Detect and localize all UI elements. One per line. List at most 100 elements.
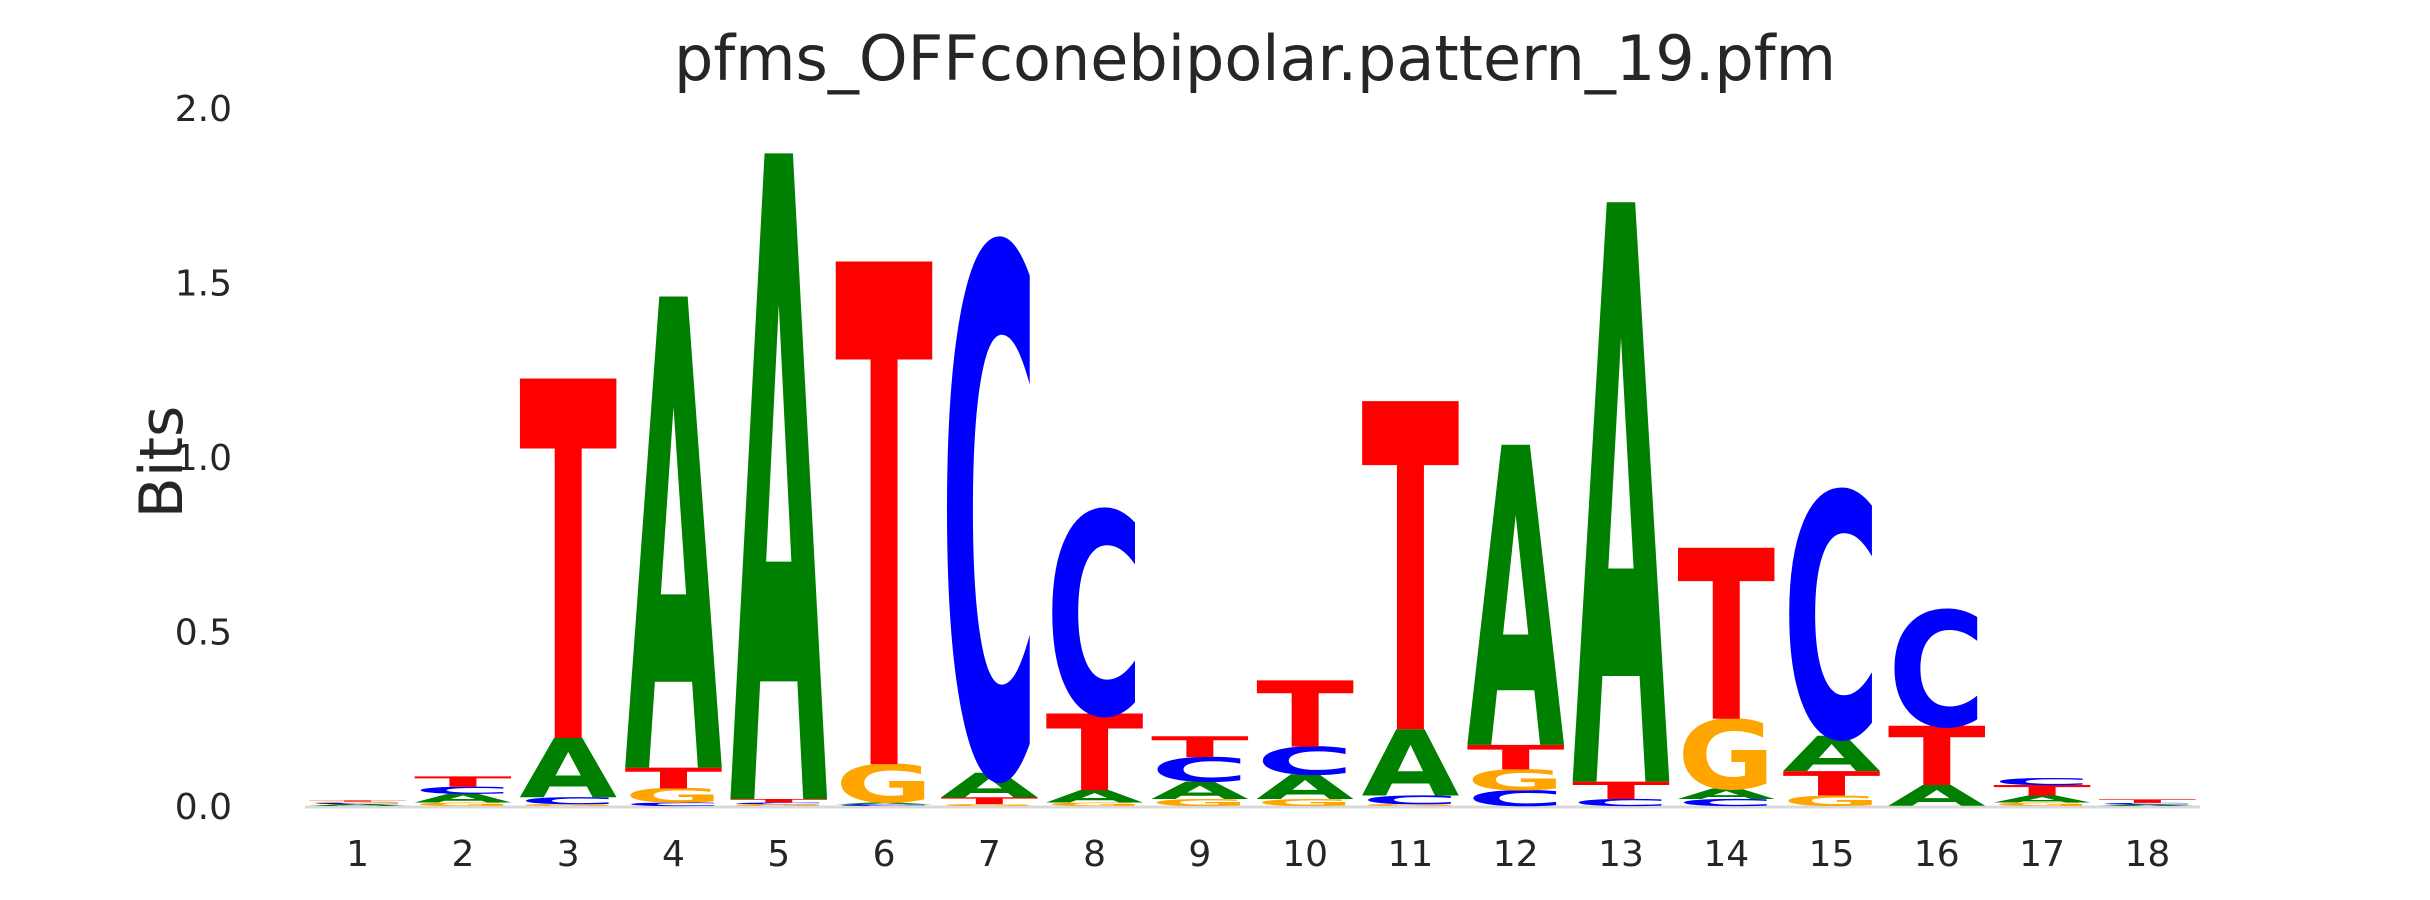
x-tick-label: 9	[1188, 834, 1211, 875]
logo-letter-T: T	[730, 798, 828, 804]
logo-letter-T: T	[1256, 663, 1354, 769]
x-tick-label: 1	[346, 834, 369, 875]
x-tick-label: 13	[1598, 834, 1644, 875]
logo-letter-T: T	[1783, 764, 1881, 803]
chart-title: pfms_OFFconebipolar.pattern_19.pfm	[674, 22, 1836, 95]
x-tick-label: 2	[451, 834, 474, 875]
logo-letter-C: C	[625, 802, 723, 808]
logo-letter-C: C	[1151, 751, 1249, 790]
logo-letter-G: G	[1361, 804, 1459, 807]
x-tick-label: 8	[1083, 834, 1106, 875]
logo-letter-A: A	[1993, 794, 2091, 805]
logo-letter-T: T	[1677, 500, 1775, 774]
logo-letter-A: A	[1572, 46, 1671, 900]
logo-letter-G: G	[1046, 802, 1144, 808]
logo-letter-C: C	[2098, 802, 2196, 805]
y-axis-ticks: 0.0 0.5 1.0 1.5 2.0	[175, 89, 232, 828]
logo-letter-A: A	[835, 802, 933, 805]
logo-letter-T: T	[519, 280, 618, 854]
logo-letter-G: G	[519, 804, 617, 807]
x-tick-label: 15	[1809, 834, 1855, 875]
x-tick-label: 6	[873, 834, 896, 875]
y-tick-label: 1.5	[175, 264, 232, 305]
logo-letter-C: C	[1361, 793, 1459, 807]
logo-letter-C: C	[1467, 786, 1565, 811]
logo-letter-A: A	[1046, 787, 1144, 806]
logo-letter-T: T	[1888, 710, 1986, 805]
logo-letter-A: A	[1677, 786, 1775, 803]
logo-letter-A: A	[1467, 362, 1566, 842]
logo-letter-T: T	[1467, 738, 1565, 777]
logo-letter-C: C	[1783, 426, 1881, 816]
logo-letter-G: G	[414, 802, 512, 808]
logo-letter-T: T	[2098, 798, 2196, 804]
logo-letter-A: A	[414, 792, 513, 806]
logo-letter-C: C	[414, 785, 512, 796]
logo-letter-G: G	[1151, 797, 1249, 808]
y-tick-label: 0.0	[175, 787, 232, 828]
logo-letter-A: A	[1151, 777, 1249, 805]
logo-column: CTA	[1572, 46, 1671, 900]
logo-letter-T: T	[1046, 692, 1144, 815]
x-tick-label: 16	[1914, 834, 1960, 875]
logo-letter-C: C	[1993, 776, 2091, 787]
y-tick-label: 2.0	[175, 89, 232, 130]
logo-letter-C: C	[1677, 797, 1775, 808]
logo-letter-T: T	[1572, 777, 1670, 805]
logo-letter-T: T	[309, 800, 407, 802]
logo-letter-C: C	[940, 103, 1038, 900]
logo-letter-G: G	[1783, 793, 1881, 810]
y-axis-label: Bits	[127, 406, 197, 519]
logo-letter-C: C	[835, 804, 933, 807]
logo-letter-T: T	[625, 762, 723, 795]
logo-letter-C: C	[1046, 457, 1144, 780]
x-tick-label: 17	[2019, 834, 2065, 875]
logo-letter-C: C	[1256, 739, 1354, 783]
logo-letter-T: T	[835, 126, 934, 900]
logo-letter-A: A	[2098, 804, 2196, 806]
logo-letter-C: C	[519, 795, 617, 806]
x-tick-label: 3	[557, 834, 580, 875]
logo-letter-G: G	[1256, 797, 1354, 808]
logo-letter-A: A	[625, 168, 724, 900]
logo-letter-G: G	[309, 801, 407, 803]
logo-letter-G: G	[625, 785, 723, 807]
logo-letter-A: A	[1361, 711, 1459, 817]
logo-letter-T: T	[1151, 731, 1249, 764]
logo-letter-A: A	[1256, 768, 1354, 807]
logo-letter-G: G	[940, 804, 1038, 807]
logo-letter-A: A	[519, 722, 617, 817]
logo-letter-T: T	[1993, 782, 2092, 799]
x-axis-ticks: 1 2 3 4 5 6 7 8 9 10 11 12 13 14 15 16 17 18	[346, 834, 2170, 875]
logo-letter-C: C	[1572, 797, 1670, 808]
x-tick-label: 11	[1388, 834, 1434, 875]
x-tick-label: 4	[662, 834, 685, 875]
logo-letter-T: T	[940, 795, 1038, 806]
logo-letter-C: C	[730, 802, 828, 805]
logo-column: ATC	[1888, 580, 1986, 813]
logo-letter-A: A	[1783, 727, 1881, 783]
logo-letter-G: G	[730, 804, 828, 807]
logo-letter-A: A	[730, 0, 829, 900]
y-tick-label: 0.5	[175, 613, 232, 654]
x-tick-label: 18	[2124, 834, 2170, 875]
logo-letter-C: C	[1888, 580, 1986, 764]
logo-letter-A: A	[940, 766, 1038, 805]
logo-letter-G: G	[835, 753, 933, 815]
